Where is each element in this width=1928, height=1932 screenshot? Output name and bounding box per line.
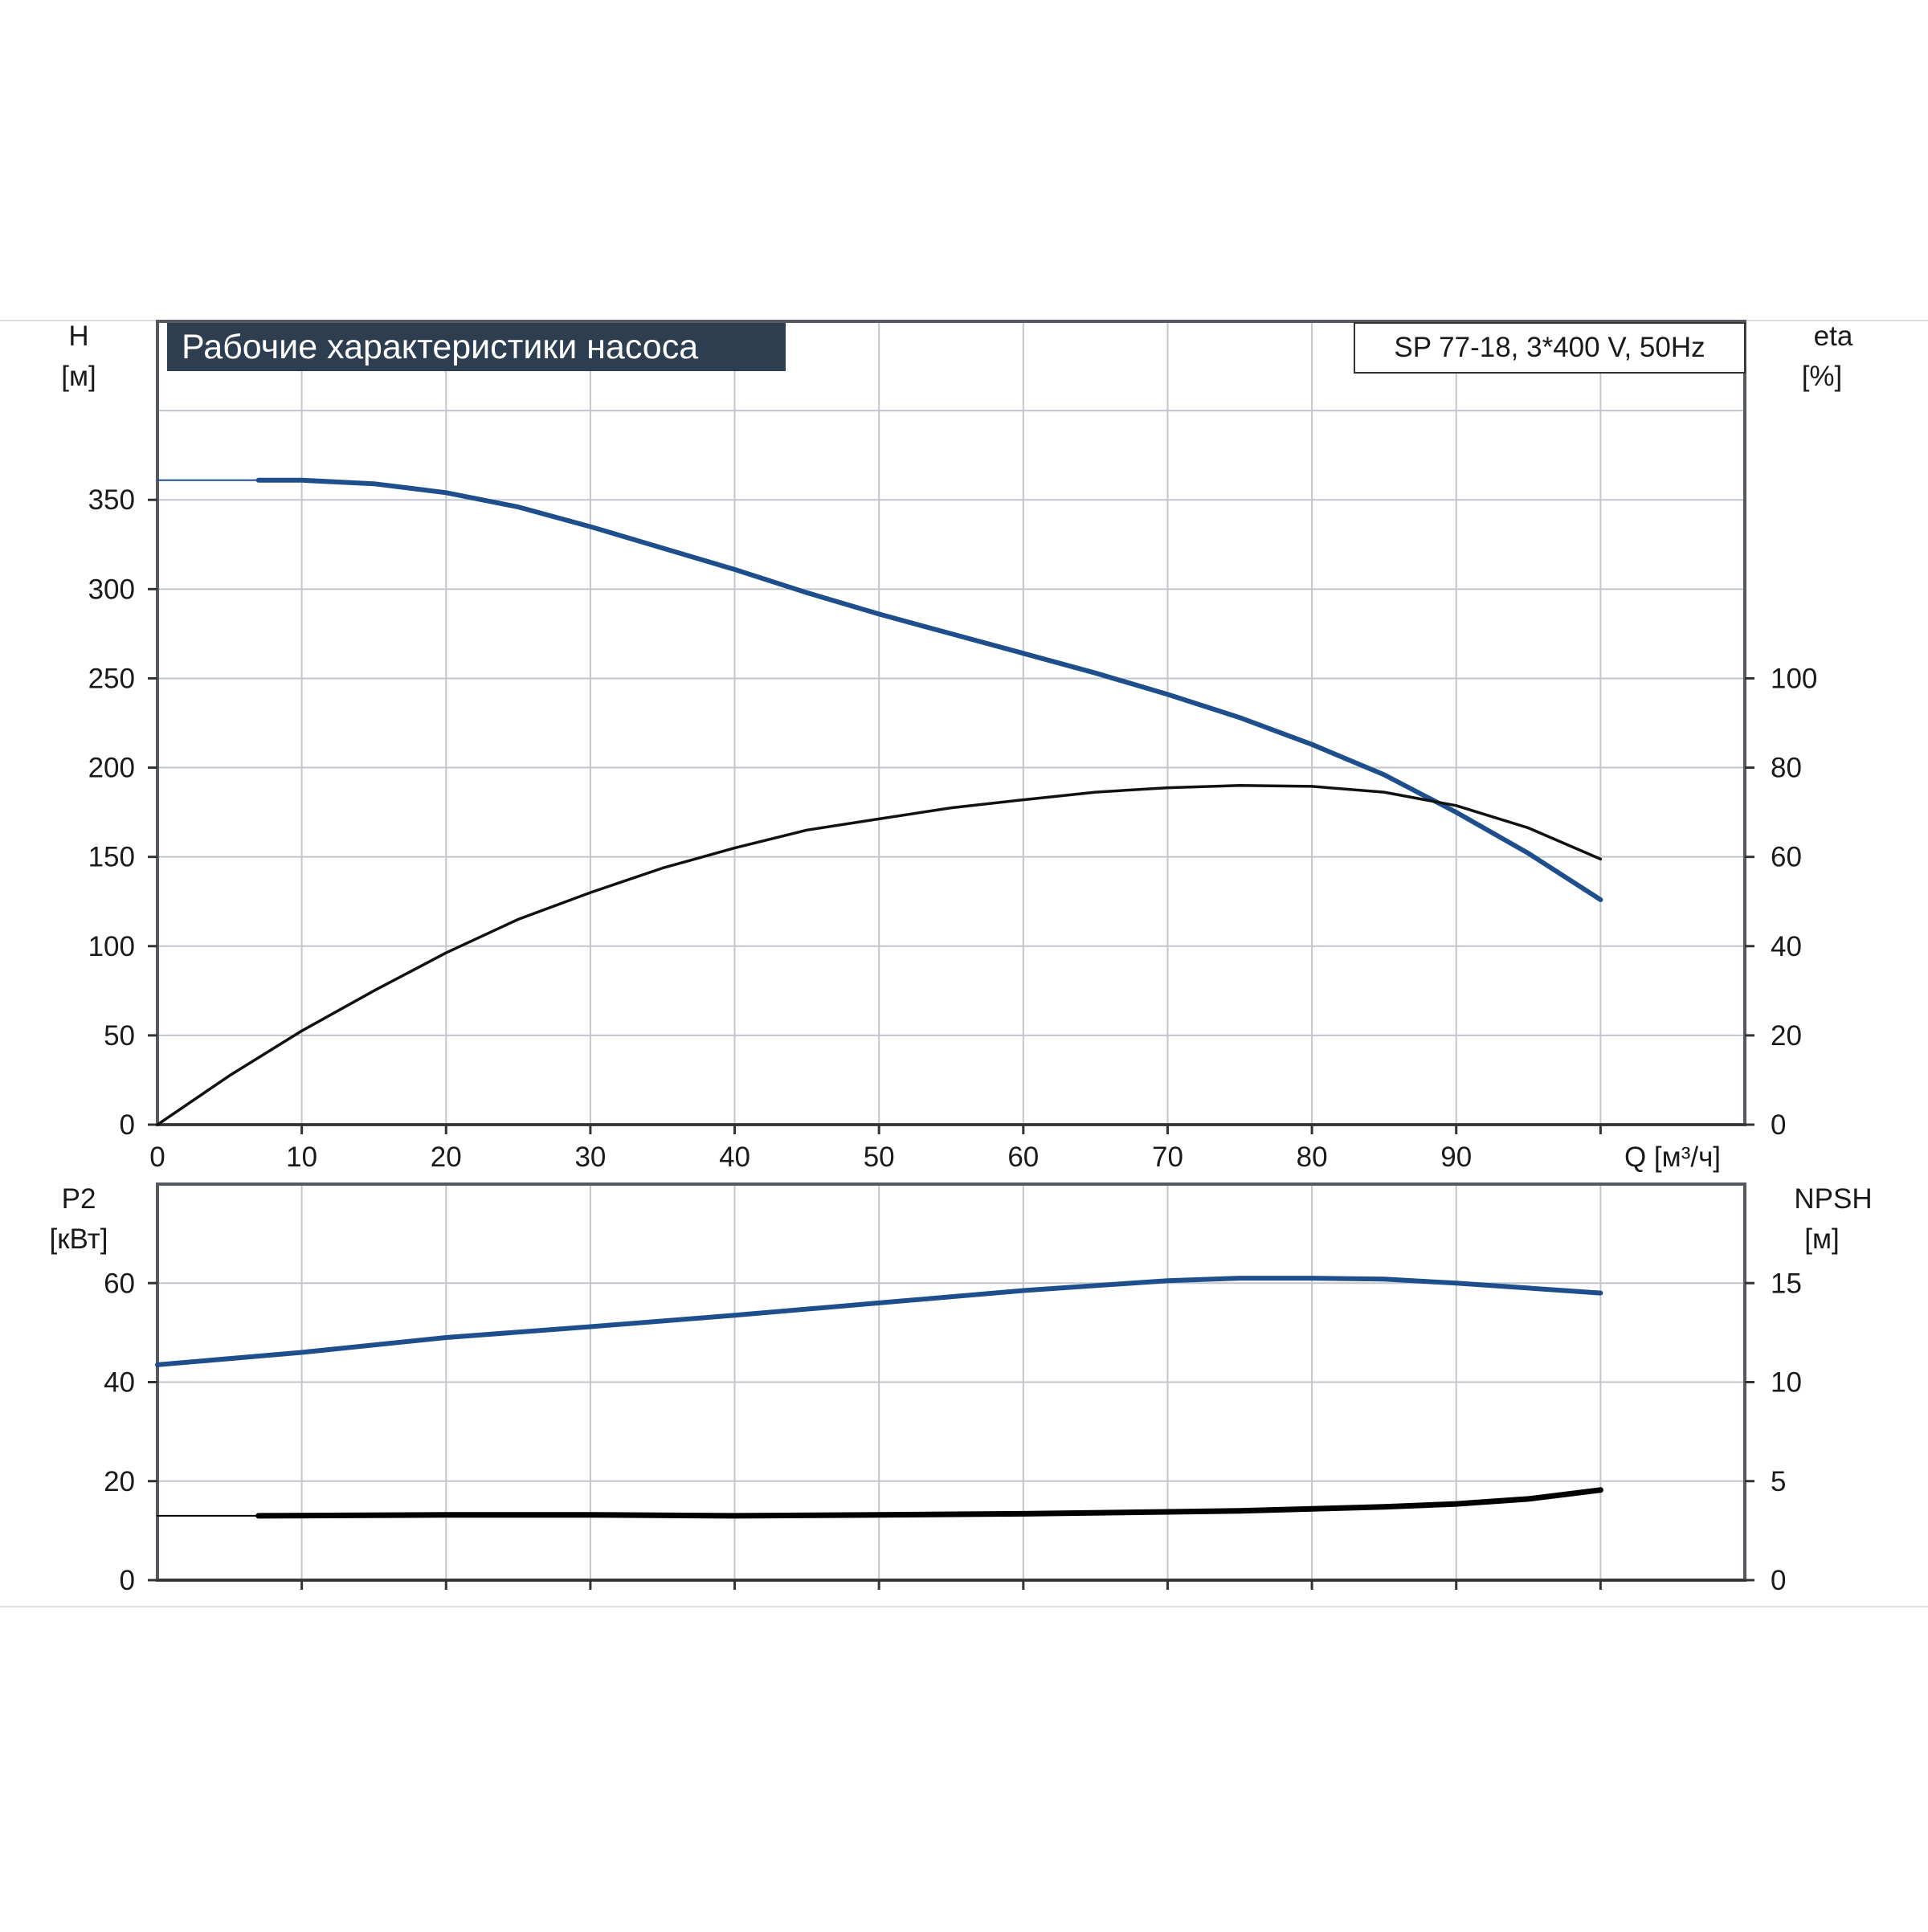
chart-panel-1: 0 20 40 60 0 5 10 15 P2 [кВт] NPSH [м]	[50, 1182, 1873, 1596]
series-0-line	[255, 477, 1603, 902]
right-tick-label: 0	[1771, 1565, 1786, 1596]
x-axis-label: Q [м³/ч]	[1624, 1142, 1721, 1173]
chart-title: Рабочие характеристики насоса	[182, 328, 698, 366]
x-tick-label: 40	[719, 1142, 750, 1173]
series-0-line	[155, 1276, 1603, 1367]
left-tick-label: 60	[104, 1268, 135, 1299]
right-tick-label: 5	[1771, 1466, 1786, 1497]
left-tick-label: 150	[88, 842, 135, 873]
right-tick-label: 0	[1771, 1109, 1786, 1141]
left-axis-title: H	[68, 321, 88, 352]
right-tick-label: 20	[1771, 1020, 1802, 1052]
x-tick-label: 10	[286, 1142, 317, 1173]
right-tick-label: 15	[1771, 1268, 1802, 1299]
x-tick-label: 90	[1440, 1142, 1472, 1173]
right-axis-title: eta	[1814, 321, 1853, 352]
chart-panel-0: 0 50 100 150 200 250 300 350 0 20 40 60 80 100 H [м] eta…	[61, 320, 1853, 1141]
left-axis-title: P2	[62, 1183, 96, 1215]
x-tick-label: 70	[1152, 1142, 1183, 1173]
x-tick-label: 50	[864, 1142, 895, 1173]
left-tick-label: 20	[104, 1466, 135, 1497]
left-tick-label: 40	[104, 1367, 135, 1399]
x-tick-label: 30	[574, 1142, 606, 1173]
left-tick-label: 300	[88, 574, 135, 605]
x-tick-label: 20	[431, 1142, 462, 1173]
left-tick-label: 200	[88, 753, 135, 784]
left-tick-label: 250	[88, 663, 135, 694]
series-1-line	[156, 784, 1603, 1126]
x-tick-label: 0	[149, 1142, 165, 1173]
left-tick-label: 50	[104, 1020, 135, 1052]
right-tick-label: 80	[1771, 753, 1802, 784]
left-axis-unit: [м]	[61, 361, 96, 392]
x-tick-label: 60	[1007, 1142, 1039, 1173]
plot-frame	[156, 320, 1746, 1126]
title-badge	[167, 323, 786, 371]
x-tick-label: 80	[1297, 1142, 1328, 1173]
series-1-line	[255, 1487, 1603, 1519]
model-label: SP 77-18, 3*400 V, 50Hz	[1394, 332, 1705, 363]
right-axis-unit: [м]	[1804, 1223, 1840, 1255]
right-axis-unit: [%]	[1802, 361, 1843, 392]
right-tick-label: 100	[1771, 663, 1817, 694]
right-tick-label: 10	[1771, 1367, 1802, 1399]
right-axis-title: NPSH	[1794, 1183, 1872, 1215]
left-tick-label: 100	[88, 931, 135, 962]
right-tick-label: 60	[1771, 842, 1802, 873]
left-tick-label: 350	[88, 484, 135, 516]
left-axis-unit: [кВт]	[50, 1223, 108, 1255]
left-tick-label: 0	[120, 1109, 135, 1141]
right-tick-label: 40	[1771, 931, 1802, 962]
model-label-box	[1354, 322, 1746, 374]
left-tick-label: 0	[120, 1565, 135, 1596]
